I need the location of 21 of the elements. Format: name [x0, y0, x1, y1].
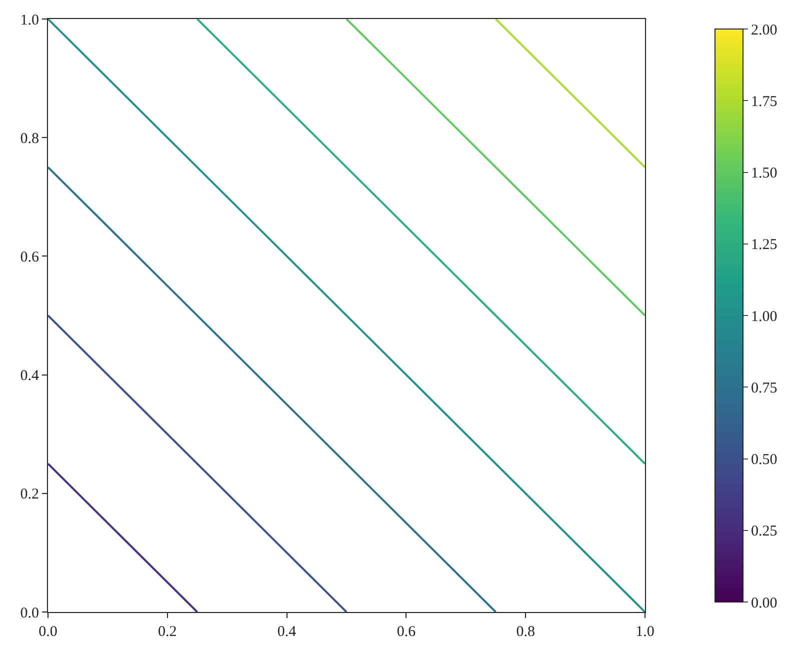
y-tick-label: 0.8	[20, 130, 39, 147]
color-bar-label: 1.75	[751, 94, 778, 110]
x-tick-label: 0.2	[158, 624, 177, 640]
x-tick-label: 1.0	[636, 624, 654, 640]
x-tick-label: 0.8	[516, 624, 535, 640]
color-bar-label: 0.75	[751, 380, 778, 396]
y-tick-label: 0.6	[20, 249, 40, 266]
color-bar-label: 1.25	[751, 237, 778, 254]
y-tick-label: 0.2	[20, 486, 39, 503]
x-tick-label: 0.0	[38, 624, 58, 640]
x-tick-label: 0.6	[396, 624, 416, 640]
color-bar-label: 0.50	[751, 452, 778, 468]
x-tick-label: 0.4	[277, 624, 297, 640]
color-bar-label: 2.00	[751, 22, 778, 38]
color-bar-label: 1.50	[751, 166, 778, 182]
color-bar-label: 1.00	[751, 308, 778, 325]
y-tick-label: 1.0	[20, 12, 39, 28]
y-tick-label: 0.4	[20, 368, 40, 384]
y-tick-label: 0.0	[20, 605, 39, 622]
color-bar-label: 0.25	[751, 524, 778, 540]
color-bar-label: 0.00	[751, 595, 778, 612]
